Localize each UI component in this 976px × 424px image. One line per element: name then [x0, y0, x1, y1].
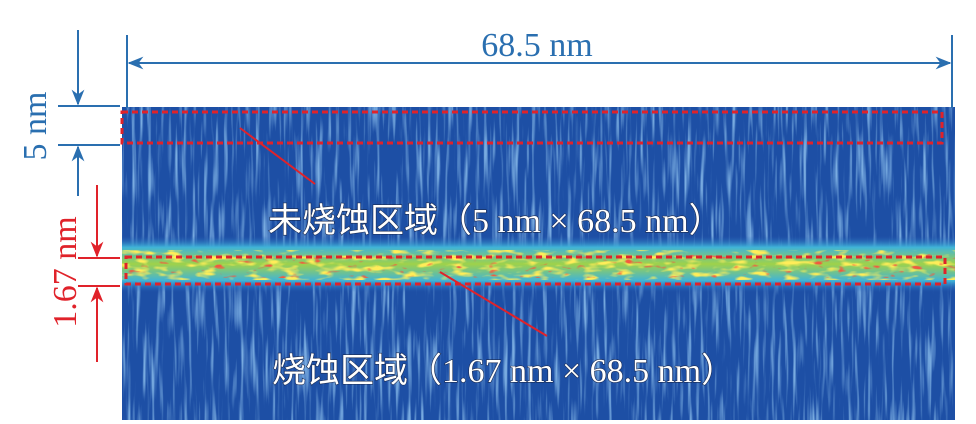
leader-line	[239, 127, 316, 185]
leader-line	[439, 271, 548, 337]
width-label: 68.5 nm	[481, 27, 592, 64]
ablated-box	[124, 255, 947, 286]
ablated-label: 烧蚀区域（1.67 nm × 68.5 nm）	[272, 352, 735, 390]
unablated-box	[120, 110, 944, 145]
ablated-dimension	[78, 185, 120, 362]
micrograph	[122, 107, 955, 420]
unablated-label: 未烧蚀区域（5 nm × 68.5 nm）	[268, 202, 723, 240]
ablated-height-label: 1.67 nm	[47, 216, 84, 327]
width-dimension	[58, 30, 953, 196]
unablated-height-label: 5 nm	[17, 92, 54, 161]
